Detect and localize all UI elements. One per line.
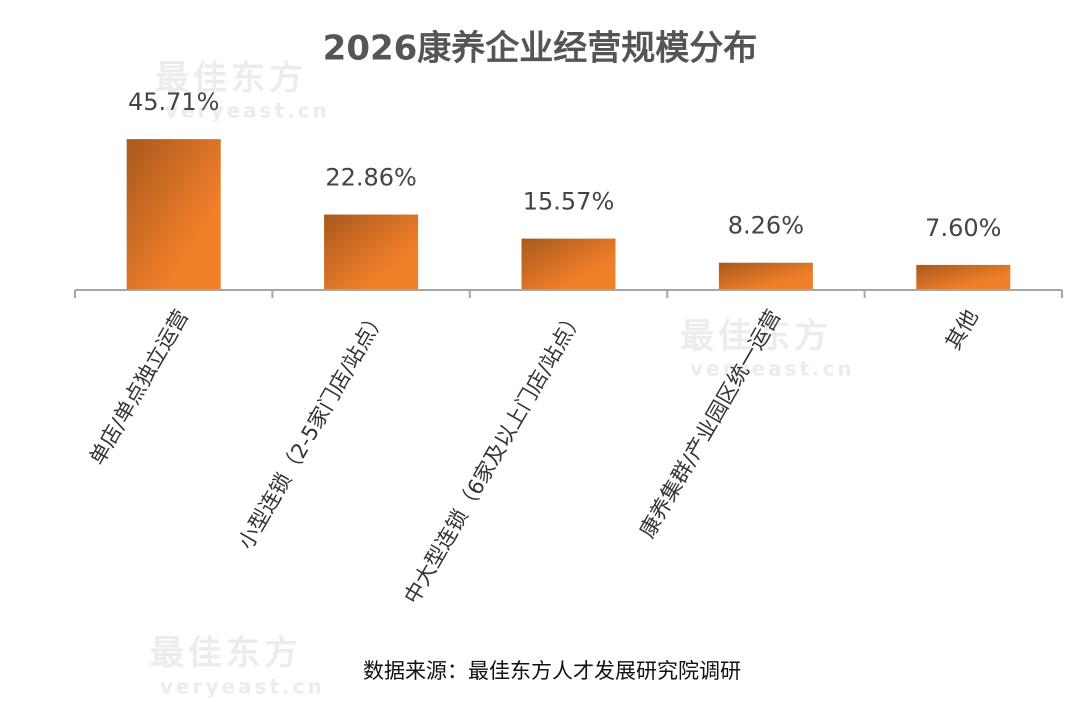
watermark-url: veryeast.cn <box>690 357 855 381</box>
source-note: 数据来源：最佳东方人才发展研究院调研 <box>363 659 741 683</box>
watermark-text: 最佳东方 <box>155 59 307 99</box>
x-tick-label: 中大型连锁（6家及以上门店/站点） <box>400 306 589 608</box>
bar <box>521 238 616 290</box>
data-label: 7.60% <box>925 214 1001 242</box>
bar <box>916 264 1011 290</box>
bar <box>718 262 813 290</box>
data-label: 45.71% <box>128 88 220 116</box>
bar <box>126 139 221 290</box>
watermarks: 最佳东方 veryeast.cn 最佳东方 veryeast.cn 最佳东方 v… <box>150 59 855 699</box>
x-tick-label: 单店/单点独立运营 <box>85 306 193 470</box>
x-tick-label: 小型连锁（2-5家门店/站点） <box>234 305 391 553</box>
data-label: 15.57% <box>523 188 615 216</box>
watermark-url: veryeast.cn <box>160 675 325 699</box>
data-label: 22.86% <box>325 164 417 192</box>
data-label: 8.26% <box>728 212 804 240</box>
watermark-text: 最佳东方 <box>680 317 832 357</box>
watermark-text: 最佳东方 <box>150 634 302 674</box>
bar <box>324 214 419 290</box>
watermark-url: veryeast.cn <box>165 99 330 123</box>
x-tick-label: 其他 <box>941 306 983 354</box>
chart-title: 2026康养企业经营规模分布 <box>323 29 758 69</box>
